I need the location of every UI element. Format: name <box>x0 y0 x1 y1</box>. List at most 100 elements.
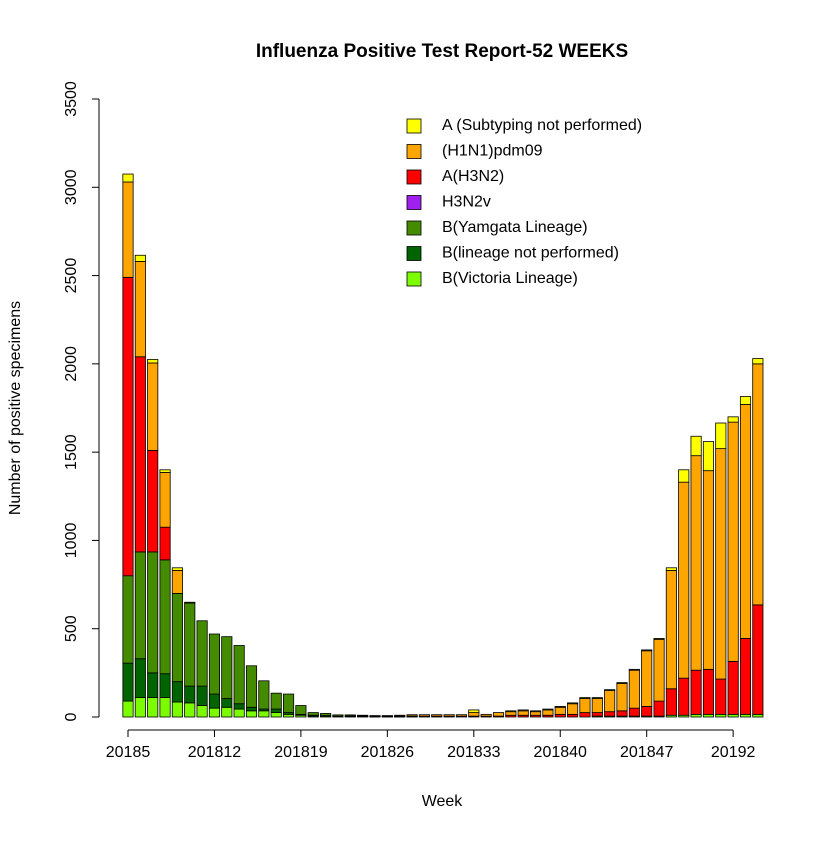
bar-segment <box>358 715 368 716</box>
bar-segment <box>222 707 232 717</box>
bar-segment <box>135 357 145 552</box>
bar-segment <box>666 689 676 715</box>
bar-segment <box>123 701 133 717</box>
x-tick-label: 201826 <box>361 744 414 761</box>
bar-segment <box>518 711 528 715</box>
bar-segment <box>197 686 207 705</box>
y-tick-label: 3500 <box>63 81 80 117</box>
bar-segment <box>234 645 244 703</box>
bar-segment <box>197 621 207 686</box>
bar-segment <box>172 682 182 702</box>
bar-segment <box>469 713 479 717</box>
bar-segment <box>654 701 664 716</box>
bar-segment <box>382 716 392 717</box>
bar-segment <box>246 707 256 711</box>
bar-segment <box>148 363 158 450</box>
legend-label: B(Yamgata Lineage) <box>442 219 588 236</box>
bar-segment <box>740 638 750 714</box>
bar-segment <box>753 605 763 714</box>
bar-segment <box>629 708 639 716</box>
legend-label: (H1N1)pdm09 <box>442 143 543 160</box>
bar-segment <box>259 681 269 709</box>
bar-segment <box>148 673 158 698</box>
bar-segment <box>679 470 689 482</box>
bar-segment <box>135 698 145 717</box>
legend-swatch <box>407 221 421 235</box>
bar-segment <box>172 570 182 593</box>
bar-segment <box>642 706 652 716</box>
bar-segment <box>642 651 652 707</box>
x-tick-label: 201819 <box>274 744 327 761</box>
bar-segment <box>716 679 726 714</box>
bar-segment <box>123 576 133 663</box>
bar-segment <box>530 711 540 712</box>
bar-segment <box>617 711 627 716</box>
bar-segment <box>160 527 170 560</box>
bar-segment <box>629 670 639 708</box>
bar-segment <box>148 450 158 552</box>
bar-segment <box>296 706 306 715</box>
bar-segment <box>259 711 269 717</box>
bar-segment <box>642 650 652 651</box>
bar-segment <box>592 698 602 712</box>
bar-segment <box>481 714 491 716</box>
bar-segment <box>728 422 738 661</box>
bar-segment <box>506 712 516 716</box>
bar-segment <box>160 560 170 674</box>
bar-segment <box>567 704 577 715</box>
bar-segment <box>234 704 244 709</box>
bar-segment <box>370 716 380 717</box>
y-tick-label: 2500 <box>63 258 80 294</box>
bar-segment <box>271 709 281 713</box>
bar-segment <box>703 669 713 714</box>
bar-segment <box>123 277 133 575</box>
chart-title: Influenza Positive Test Report-52 WEEKS <box>256 41 628 62</box>
bar-segment <box>135 552 145 659</box>
bar-segment <box>209 708 219 717</box>
x-tick-label: 201847 <box>620 744 673 761</box>
bar-segment <box>407 715 417 716</box>
bar-segment <box>135 261 145 356</box>
bar-segment <box>246 711 256 717</box>
bar-segment <box>543 710 553 715</box>
bar-segment <box>543 709 553 710</box>
bar-segment <box>419 715 429 716</box>
bar-segment <box>617 683 627 710</box>
bar-segment <box>172 568 182 571</box>
bar-segment <box>160 470 170 473</box>
bar-segment <box>703 471 713 670</box>
bar-segment <box>740 404 750 638</box>
legend-swatch <box>407 119 421 133</box>
bar-segment <box>592 698 602 699</box>
legend-swatch <box>407 145 421 159</box>
bar-segment <box>530 712 540 716</box>
bar-segment <box>271 713 281 717</box>
bar-segment <box>209 694 219 708</box>
bar-segment <box>283 694 293 713</box>
bar-segment <box>506 711 516 712</box>
bar-segment <box>605 712 615 716</box>
bar-segment <box>135 659 145 698</box>
bar-segment <box>395 715 405 716</box>
legend-label: A(H3N2) <box>442 168 504 185</box>
bar-segment <box>185 603 195 686</box>
bar-segment <box>123 174 133 182</box>
bar-segment <box>308 713 318 716</box>
legend-label: A (Subtyping not performed) <box>442 117 642 134</box>
x-tick-label: 201812 <box>188 744 241 761</box>
x-tick-label: 20185 <box>106 744 151 761</box>
bar-segment <box>716 423 726 449</box>
bar-segment <box>691 436 701 455</box>
bar-segment <box>753 359 763 364</box>
bar-segment <box>185 686 195 703</box>
bar-segment <box>728 417 738 422</box>
bar-segment <box>605 691 615 712</box>
bar-segment <box>629 669 639 670</box>
bar-segment <box>703 442 713 471</box>
y-tick-label: 1000 <box>63 523 80 559</box>
bar-segment <box>271 693 281 709</box>
bar-segment <box>444 715 454 716</box>
bar-segment <box>172 702 182 717</box>
bar-segment <box>753 364 763 605</box>
